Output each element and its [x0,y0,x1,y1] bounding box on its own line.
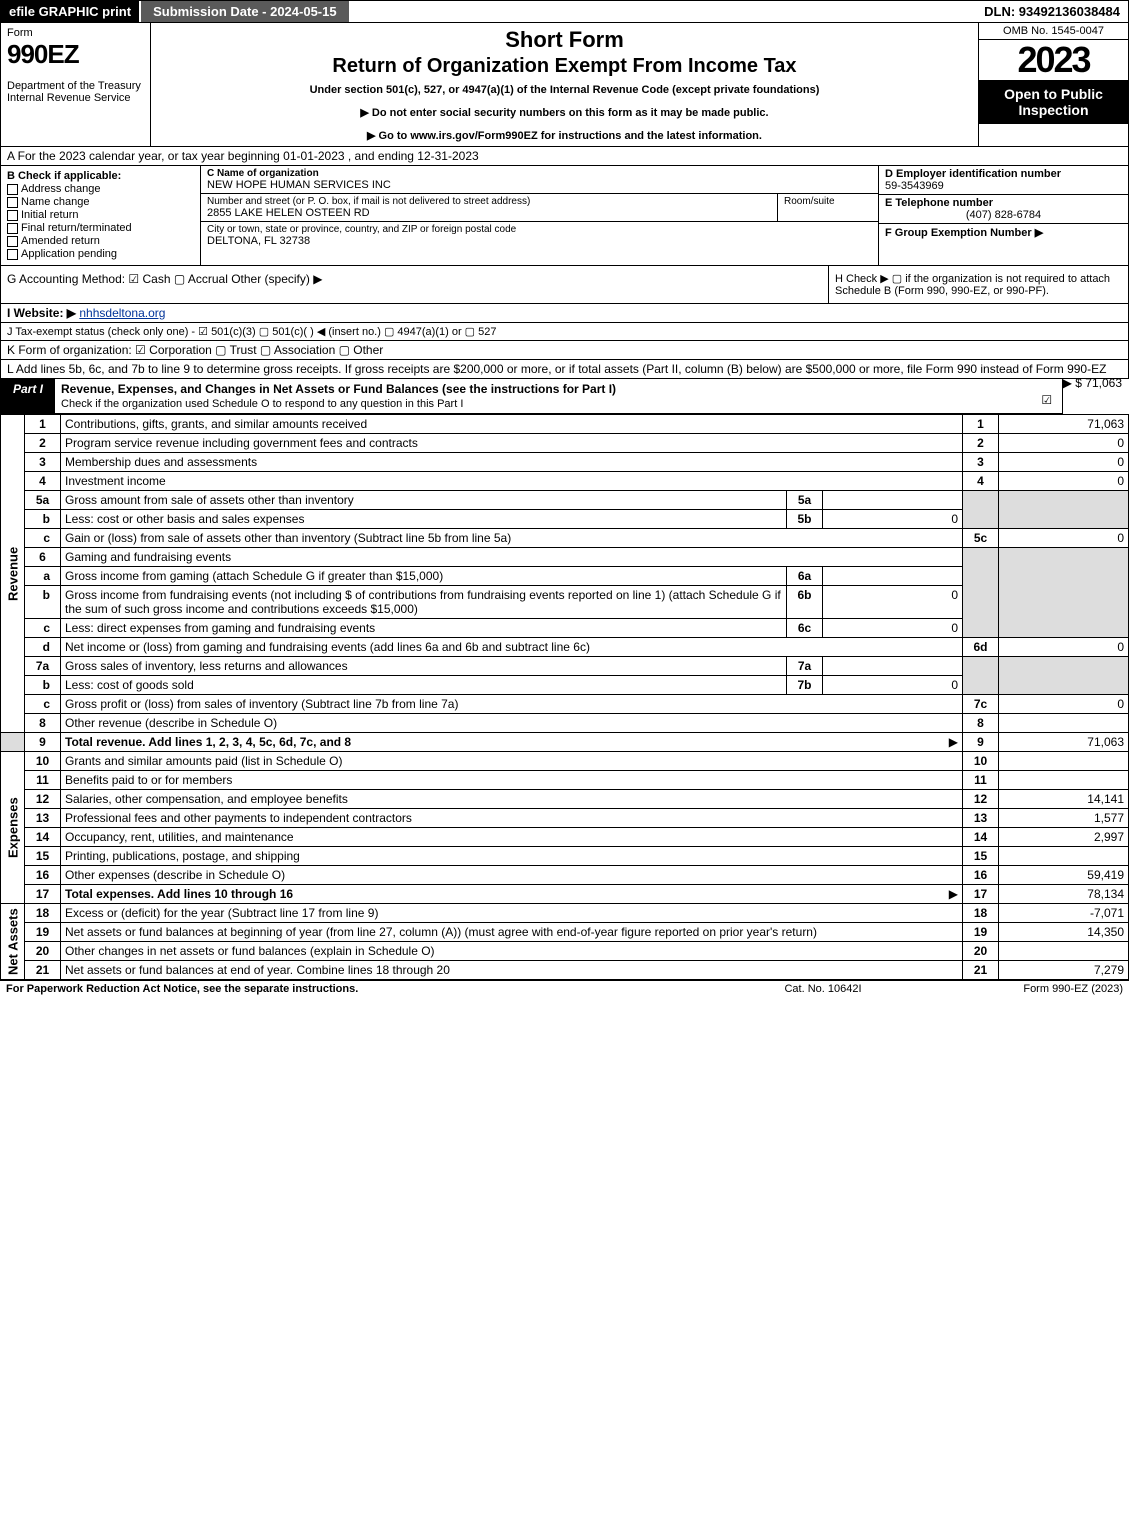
website-label: I Website: ▶ [7,306,76,320]
form-header: Form 990EZ Department of the Treasury In… [0,23,1129,147]
open-to-public: Open to Public Inspection [979,80,1128,124]
telephone-label: E Telephone number [885,197,993,209]
room-label: Room/suite [778,194,878,221]
section-gh-row: G Accounting Method: ☑ Cash ▢ Accrual Ot… [0,266,1129,304]
form-number: 990EZ [7,39,144,70]
part-i-title: Revenue, Expenses, and Changes in Net As… [61,382,616,396]
city-label: City or town, state or province, country… [207,224,516,235]
form-label: Form [7,27,144,39]
section-bcd-row: B Check if applicable: Address change Na… [0,166,1129,266]
section-b-label: B Check if applicable: [7,170,121,182]
street-label: Number and street (or P. O. box, if mail… [207,196,530,207]
lines-table: Revenue 1 Contributions, gifts, grants, … [0,414,1129,980]
org-name-label: C Name of organization [207,168,319,179]
section-b: B Check if applicable: Address change Na… [1,166,201,265]
under-section: Under section 501(c), 527, or 4947(a)(1)… [161,84,968,96]
city-value: DELTONA, FL 32738 [207,235,310,247]
return-title: Return of Organization Exempt From Incom… [161,55,968,78]
checkbox-final-return[interactable] [7,223,18,234]
schedule-b-check: H Check ▶ ▢ if the organization is not r… [828,266,1128,303]
checkbox-application-pending[interactable] [7,249,18,260]
section-c: C Name of organization NEW HOPE HUMAN SE… [201,166,878,265]
checkbox-address-change[interactable] [7,184,18,195]
group-exemption-label: F Group Exemption Number ▶ [885,227,1043,239]
no-ssn-note: ▶ Do not enter social security numbers o… [161,106,968,119]
ein-label: D Employer identification number [885,168,1061,180]
page-footer: For Paperwork Reduction Act Notice, see … [0,980,1129,997]
website-row: I Website: ▶ nhhsdeltona.org [0,304,1129,323]
dln: DLN: 93492136038484 [976,1,1128,22]
street-value: 2855 LAKE HELEN OSTEEN RD [207,207,370,219]
accounting-method: G Accounting Method: ☑ Cash ▢ Accrual Ot… [1,266,828,303]
part-i-checkbox[interactable]: ☑ [1032,379,1062,413]
catalog-number: Cat. No. 10642I [723,983,923,995]
section-def: D Employer identification number 59-3543… [878,166,1128,265]
tax-year: 2023 [979,40,1128,80]
paperwork-notice: For Paperwork Reduction Act Notice, see … [6,983,723,995]
short-form-title: Short Form [161,27,968,53]
checkbox-name-change[interactable] [7,197,18,208]
section-a: A For the 2023 calendar year, or tax yea… [0,147,1129,166]
part-i-header: Part I Revenue, Expenses, and Changes in… [0,379,1063,414]
department: Department of the Treasury Internal Reve… [7,80,144,104]
form-of-organization: K Form of organization: ☑ Corporation ▢ … [0,341,1129,360]
gross-receipts-row: L Add lines 5b, 6c, and 7b to line 9 to … [0,360,1129,379]
line-l-text: L Add lines 5b, 6c, and 7b to line 9 to … [7,362,1106,376]
checkbox-initial-return[interactable] [7,210,18,221]
tax-exempt-status: J Tax-exempt status (check only one) - ☑… [0,323,1129,341]
revenue-side-label: Revenue [1,415,25,733]
net-assets-side-label: Net Assets [1,904,25,980]
top-bar: efile GRAPHIC print Submission Date - 20… [0,0,1129,23]
line-l-amount: ▶ $ 71,063 [1063,376,1122,390]
org-name: NEW HOPE HUMAN SERVICES INC [207,179,391,191]
submission-date: Submission Date - 2024-05-15 [139,1,349,22]
ein-value: 59-3543969 [885,180,944,192]
efile-label[interactable]: efile GRAPHIC print [1,1,139,22]
omb-number: OMB No. 1545-0047 [979,23,1128,40]
form-version: Form 990-EZ (2023) [923,983,1123,995]
goto-link[interactable]: ▶ Go to www.irs.gov/Form990EZ for instru… [161,129,968,142]
part-i-tag: Part I [1,379,55,413]
checkbox-amended-return[interactable] [7,236,18,247]
telephone-value: (407) 828-6784 [885,209,1122,221]
part-i-sub: Check if the organization used Schedule … [61,398,463,410]
website-link[interactable]: nhhsdeltona.org [79,306,165,320]
expenses-side-label: Expenses [1,752,25,904]
